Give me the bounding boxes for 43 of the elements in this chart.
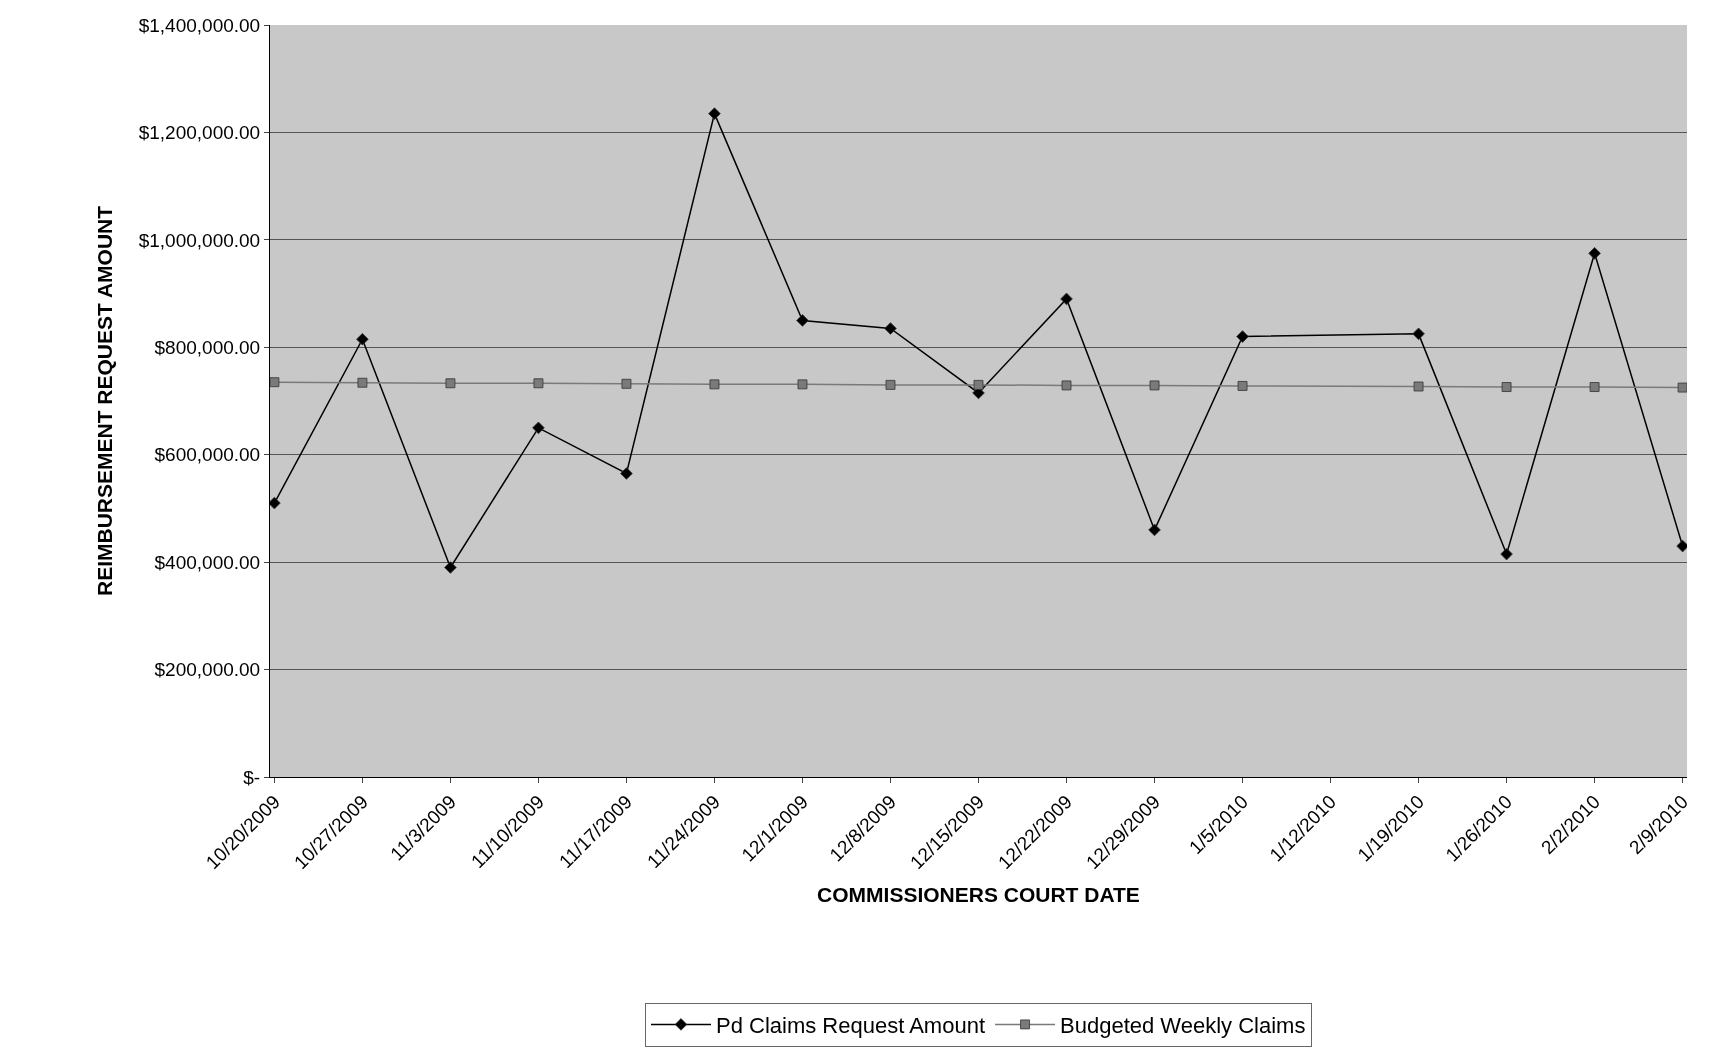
point [357,377,368,388]
point [621,378,632,389]
point [533,378,544,389]
point [445,378,456,389]
y-tick-label: $600,000.00 [154,444,261,466]
y-tick-label: $400,000.00 [154,551,261,573]
point [1061,380,1072,391]
point [1588,247,1601,260]
point [1500,547,1513,561]
point [444,561,457,574]
point [885,379,896,390]
y-axis-title: REIMBURSEMENT REQUEST AMOUNT [92,205,116,597]
point [1676,539,1687,553]
legend-label: Budgeted Weekly Claims [1060,1012,1306,1038]
point [884,322,897,335]
point [532,421,545,435]
point [973,379,984,390]
point [1501,382,1512,392]
point [1237,381,1248,391]
y-tick-label: $1,400,000.00 [138,14,261,36]
point [1413,381,1424,392]
point [1589,382,1600,392]
point [708,107,721,120]
y-tick-label: $- [243,766,261,788]
y-tick-label: $1,200,000.00 [138,122,261,144]
point [1148,523,1161,537]
point [620,467,633,480]
point [356,332,369,346]
point [1412,327,1425,341]
point [1236,330,1249,343]
point [796,314,809,327]
point [709,379,720,390]
point [1677,382,1687,393]
legend-label: Pd Claims Request Amount [716,1012,986,1038]
point [1149,380,1160,391]
point [270,496,281,510]
y-tick-label: $800,000.00 [154,336,261,358]
point [270,377,280,388]
y-tick-label: $1,000,000.00 [138,229,261,251]
x-axis-title: COMMISSIONERS COURT DATE [817,883,1140,907]
point [797,379,808,390]
y-tick-label: $200,000.00 [154,659,261,681]
point [1060,292,1073,306]
